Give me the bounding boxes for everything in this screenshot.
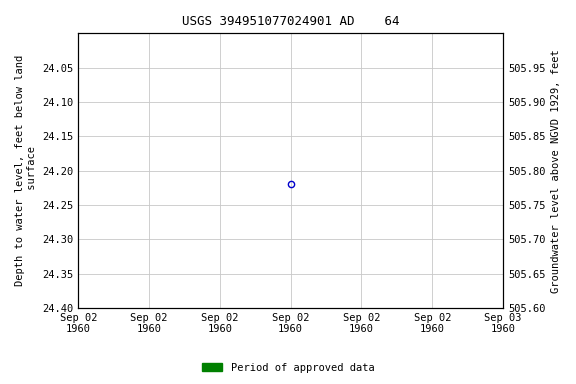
Y-axis label: Depth to water level, feet below land
 surface: Depth to water level, feet below land su…	[15, 55, 37, 286]
Title: USGS 394951077024901 AD    64: USGS 394951077024901 AD 64	[182, 15, 399, 28]
Legend: Period of approved data: Period of approved data	[198, 359, 378, 377]
Y-axis label: Groundwater level above NGVD 1929, feet: Groundwater level above NGVD 1929, feet	[551, 49, 561, 293]
